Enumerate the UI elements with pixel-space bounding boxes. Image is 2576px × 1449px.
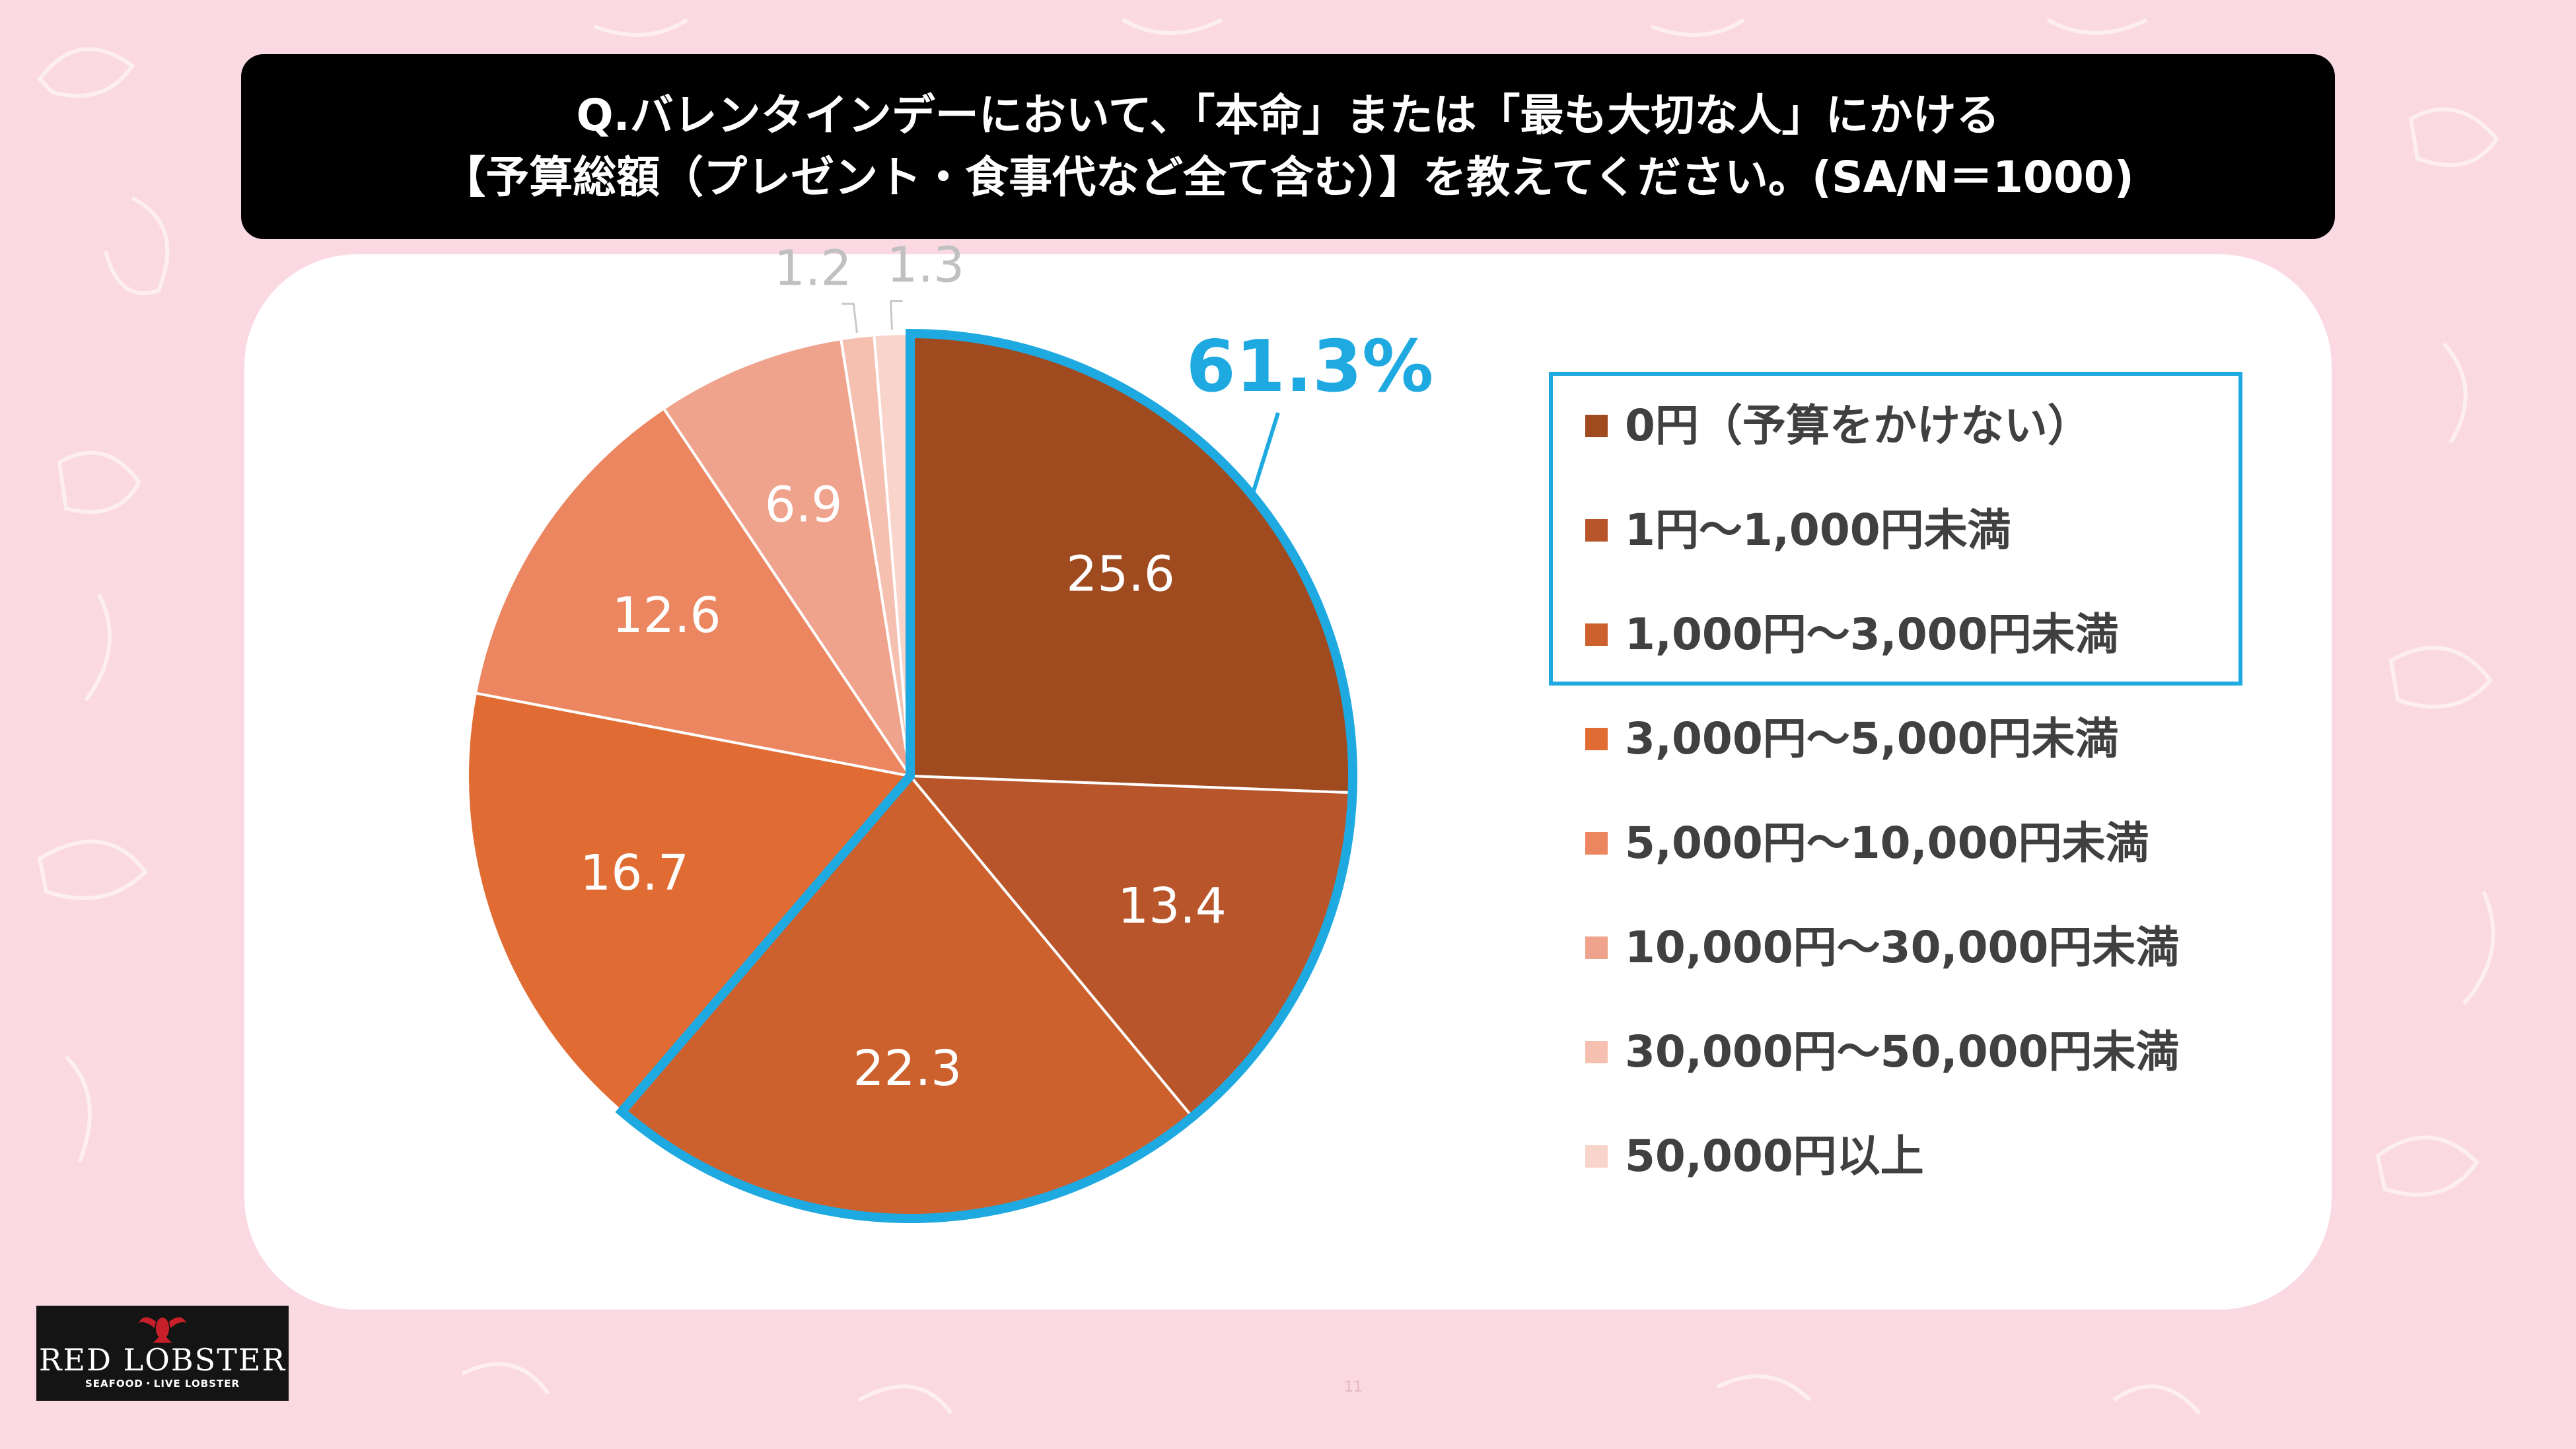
legend-swatch [1585, 832, 1608, 855]
legend-swatch [1585, 519, 1608, 542]
chart-legend: 0円（予算をかけない） 1円～1,000円未満 1,000円～3,000円未満 3,0… [1585, 395, 2179, 1230]
highlight-label: 61.3% [1186, 326, 1434, 408]
leader-line-7 [841, 302, 858, 333]
legend-swatch [1585, 415, 1608, 437]
lobster-icon [139, 1317, 186, 1343]
legend-label: 1,000円～3,000円未満 [1625, 609, 2119, 660]
legend-swatch [1585, 937, 1608, 959]
slice-value-label-1: 25.6 [1066, 546, 1175, 602]
legend-item-6: 10,000円～30,000円未満 [1585, 917, 2179, 1021]
legend-swatch [1585, 1041, 1608, 1063]
legend-swatch [1585, 728, 1608, 750]
red-lobster-logo: RED LOBSTER SEAFOOD・LIVE LOBSTER [36, 1306, 289, 1401]
slice-value-label-7: 1.2 [774, 240, 852, 297]
legend-swatch [1585, 623, 1608, 646]
legend-highlight-box [1549, 372, 2242, 686]
legend-swatch [1585, 1145, 1608, 1168]
slice-value-label-3: 22.3 [853, 1040, 962, 1097]
logo-name: RED LOBSTER [38, 1342, 287, 1378]
slice-value-label-5: 12.6 [612, 587, 721, 644]
page-number: 11 [1344, 1379, 1363, 1396]
title-line-1: Q.バレンタインデーにおいて、「本命」または「最も大切な人」にかける [576, 90, 2000, 141]
slice-value-label-6: 6.9 [765, 476, 843, 533]
highlight-arc [615, 328, 1358, 1223]
pie-slice-6 [662, 337, 912, 777]
logo-subtitle: SEAFOOD・LIVE LOBSTER [85, 1378, 240, 1390]
pie-slice-4 [466, 691, 913, 1113]
leader-line-8 [890, 300, 903, 330]
legend-label: 3,000円～5,000円未満 [1625, 713, 2119, 764]
legend-label: 0円（予算をかけない） [1625, 400, 2091, 451]
legend-item-1: 0円（予算をかけない） [1585, 395, 2179, 499]
legend-label: 1円～1,000円未満 [1625, 505, 2011, 555]
pie-slice-5 [474, 406, 913, 778]
title-line-2: 【予算総額（プレゼント・食事代など全て含む）】を教えてください。(SA/N＝10… [442, 152, 2134, 203]
question-title: Q.バレンタインデーにおいて、「本命」または「最も大切な人」にかける 【予算総額… [241, 54, 2335, 239]
legend-item-7: 30,000円～50,000円未満 [1585, 1021, 2179, 1125]
legend-item-5: 5,000円～10,000円未満 [1585, 812, 2179, 917]
legend-item-4: 3,000円～5,000円未満 [1585, 708, 2179, 812]
legend-label: 50,000円以上 [1625, 1131, 1924, 1182]
legend-label: 5,000円～10,000円未満 [1625, 818, 2149, 868]
legend-item-2: 1円～1,000円未満 [1585, 499, 2179, 604]
slice-value-label-8: 1.3 [887, 237, 965, 294]
legend-label: 10,000円～30,000円未満 [1625, 922, 2180, 973]
legend-label: 30,000円～50,000円未満 [1625, 1026, 2180, 1077]
slice-value-label-2: 13.4 [1118, 878, 1227, 935]
legend-item-8: 50,000円以上 [1585, 1125, 2179, 1230]
highlight-leader-line [1251, 412, 1280, 493]
slice-value-label-4: 16.7 [580, 845, 689, 901]
legend-item-3: 1,000円～3,000円未満 [1585, 604, 2179, 708]
